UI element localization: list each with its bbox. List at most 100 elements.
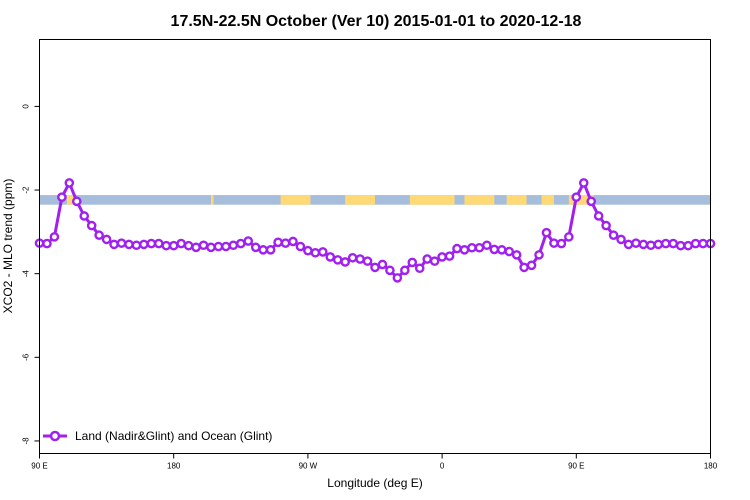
data-point: [258, 245, 268, 255]
x-axis-ticks: 90 E 180 90 W 0 90 E 180: [31, 453, 718, 471]
x-tick-label: 90 W: [299, 462, 318, 471]
y-tick-label: -6: [22, 353, 31, 361]
data-point: [601, 220, 611, 231]
data-point: [660, 238, 671, 249]
data-point: [235, 238, 246, 249]
data-point: [414, 263, 425, 274]
data-point: [183, 240, 194, 251]
data-point: [392, 273, 403, 283]
data-point: [176, 238, 186, 249]
data-point: [161, 240, 172, 251]
data-point: [474, 242, 485, 253]
data-point: [377, 259, 388, 270]
data-point: [646, 240, 656, 251]
data-point: [370, 262, 380, 273]
data-point: [168, 240, 179, 251]
data-point: [280, 238, 291, 248]
data-point: [116, 238, 127, 248]
data-point: [340, 257, 350, 267]
data-point: [57, 192, 67, 202]
data-point: [131, 240, 142, 251]
data-point: [616, 234, 626, 245]
data-point: [452, 243, 462, 254]
data-point: [250, 242, 261, 253]
data-point: [273, 237, 283, 248]
land-segment: [568, 195, 594, 205]
data-point: [623, 239, 634, 250]
data-point: [355, 254, 365, 264]
data-point: [564, 232, 574, 242]
data-point: [482, 240, 492, 251]
x-tick-label: 180: [167, 462, 181, 471]
series-layer: [34, 178, 716, 283]
land-segment: [464, 195, 495, 205]
data-point: [295, 241, 306, 252]
data-point: [496, 245, 507, 255]
data-point: [608, 230, 619, 241]
data-point: [422, 254, 432, 264]
x-axis-label: Longitude (deg E): [327, 476, 422, 490]
data-point: [690, 238, 701, 249]
data-point: [79, 211, 90, 221]
legend-label: Land (Nadir&Glint) and Ocean (Glint): [75, 429, 272, 443]
plot-frame: [39, 39, 711, 454]
data-point: [42, 238, 52, 249]
data-point: [541, 227, 552, 238]
data-point: [303, 245, 313, 256]
data-point: [153, 238, 164, 249]
data-point: [288, 236, 298, 247]
data-point: [206, 242, 216, 253]
data-point: [504, 246, 515, 257]
data-point: [459, 245, 470, 255]
data-point: [310, 247, 321, 258]
data-point: [198, 240, 209, 251]
data-point: [675, 240, 686, 251]
data-point: [86, 220, 97, 231]
data-point: [556, 238, 567, 249]
land-segment: [506, 195, 527, 205]
data-point: [49, 232, 60, 242]
x-tick-label: 90 E: [31, 462, 47, 471]
data-point: [437, 252, 447, 262]
data-point: [444, 251, 455, 261]
y-tick-label: -2: [22, 186, 31, 194]
data-point: [228, 240, 239, 251]
data-point: [534, 250, 544, 260]
data-point: [549, 238, 559, 248]
data-point: [109, 239, 119, 250]
legend: Land (Nadir&Glint) and Ocean (Glint): [43, 429, 272, 443]
data-point: [668, 238, 679, 249]
data-point: [146, 238, 157, 249]
data-point: [698, 238, 708, 249]
data-point: [101, 234, 112, 245]
data-point: [213, 241, 224, 252]
data-point: [243, 236, 254, 246]
data-point: [124, 239, 134, 250]
data-point: [71, 196, 82, 207]
data-point: [362, 256, 373, 266]
data-point: [638, 239, 649, 250]
y-tick-label: 0: [22, 104, 31, 109]
data-point: [467, 242, 477, 253]
chart-title: 17.5N-22.5N October (Ver 10) 2015-01-01 …: [171, 13, 582, 30]
data-point: [94, 230, 104, 241]
data-point: [265, 245, 276, 255]
data-point: [407, 257, 418, 268]
data-point: [526, 260, 537, 271]
data-point: [519, 262, 529, 273]
x-tick-label: 180: [704, 462, 718, 471]
land-ocean-strip: [39, 195, 711, 205]
data-point: [221, 241, 231, 252]
land-segment: [541, 195, 554, 205]
x-tick-label: 0: [440, 462, 445, 471]
y-axis-label: XCO2 - MLO trend (ppm): [1, 179, 15, 314]
land-segment: [409, 195, 455, 205]
y-tick-label: -4: [22, 270, 31, 278]
data-point: [64, 178, 75, 188]
data-point: [586, 196, 597, 207]
land-segment: [345, 195, 375, 205]
data-point: [429, 256, 440, 266]
data-point: [571, 192, 582, 202]
data-point: [489, 244, 500, 255]
